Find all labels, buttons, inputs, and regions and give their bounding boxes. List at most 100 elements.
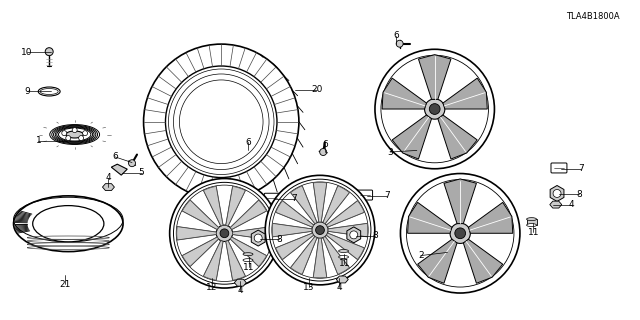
- Text: 8: 8: [577, 190, 582, 199]
- Text: 11: 11: [339, 260, 350, 268]
- Polygon shape: [337, 276, 348, 283]
- Circle shape: [143, 44, 299, 199]
- Circle shape: [455, 228, 465, 239]
- Circle shape: [220, 229, 228, 238]
- Polygon shape: [273, 223, 312, 237]
- Polygon shape: [328, 223, 367, 237]
- Ellipse shape: [40, 89, 58, 94]
- Circle shape: [375, 49, 495, 169]
- Text: 1: 1: [35, 136, 41, 145]
- Polygon shape: [463, 239, 502, 283]
- Text: 11: 11: [243, 262, 254, 272]
- Polygon shape: [276, 233, 314, 260]
- Polygon shape: [418, 239, 457, 283]
- Circle shape: [401, 173, 520, 293]
- Text: 20: 20: [311, 85, 323, 94]
- Text: 6: 6: [112, 152, 118, 161]
- Text: 6: 6: [245, 138, 251, 147]
- Text: 21: 21: [60, 280, 71, 289]
- Ellipse shape: [33, 206, 104, 242]
- Text: TLA4B1800A: TLA4B1800A: [566, 12, 620, 21]
- Polygon shape: [226, 186, 245, 226]
- Circle shape: [553, 189, 561, 197]
- Polygon shape: [550, 201, 562, 208]
- FancyBboxPatch shape: [356, 190, 372, 200]
- Ellipse shape: [243, 259, 253, 262]
- Circle shape: [62, 131, 67, 136]
- Circle shape: [129, 160, 136, 167]
- Circle shape: [79, 136, 84, 140]
- Circle shape: [320, 148, 326, 156]
- Polygon shape: [550, 186, 564, 201]
- Ellipse shape: [66, 131, 83, 138]
- Circle shape: [429, 104, 440, 114]
- Text: 8: 8: [372, 231, 378, 240]
- FancyBboxPatch shape: [551, 163, 567, 173]
- Circle shape: [216, 225, 232, 242]
- Circle shape: [424, 99, 445, 119]
- Circle shape: [450, 223, 470, 244]
- Text: 4: 4: [106, 173, 111, 182]
- Polygon shape: [347, 227, 361, 243]
- Polygon shape: [392, 115, 431, 159]
- Polygon shape: [291, 186, 317, 224]
- Text: 4: 4: [569, 200, 575, 209]
- Polygon shape: [226, 241, 245, 280]
- Polygon shape: [291, 236, 317, 274]
- Polygon shape: [468, 202, 513, 233]
- Polygon shape: [177, 227, 216, 240]
- Circle shape: [396, 40, 403, 47]
- Circle shape: [45, 48, 53, 56]
- Circle shape: [316, 226, 324, 235]
- Polygon shape: [111, 164, 127, 175]
- Circle shape: [166, 66, 277, 178]
- Circle shape: [72, 128, 77, 132]
- Text: 8: 8: [276, 235, 282, 244]
- Text: 4: 4: [237, 286, 243, 295]
- Text: 11: 11: [528, 228, 540, 237]
- Polygon shape: [232, 227, 272, 240]
- Polygon shape: [419, 55, 451, 100]
- Bar: [339, 251, 349, 257]
- Circle shape: [265, 175, 375, 285]
- Polygon shape: [326, 233, 364, 260]
- Ellipse shape: [527, 224, 536, 227]
- Polygon shape: [326, 201, 364, 227]
- Text: 13: 13: [303, 283, 314, 292]
- Circle shape: [66, 136, 71, 140]
- Ellipse shape: [243, 253, 253, 256]
- Ellipse shape: [13, 196, 123, 252]
- Text: 10: 10: [21, 48, 33, 57]
- Polygon shape: [276, 201, 314, 227]
- Polygon shape: [182, 200, 218, 229]
- Text: 12: 12: [206, 283, 218, 292]
- Polygon shape: [182, 237, 218, 266]
- Bar: [527, 219, 536, 225]
- Text: 6: 6: [322, 140, 328, 148]
- Circle shape: [312, 222, 328, 238]
- Text: 7: 7: [579, 164, 584, 173]
- Ellipse shape: [527, 218, 536, 220]
- Polygon shape: [438, 115, 477, 159]
- Polygon shape: [443, 78, 487, 109]
- Text: 2: 2: [418, 251, 424, 260]
- Polygon shape: [102, 184, 115, 190]
- Circle shape: [83, 131, 88, 136]
- Polygon shape: [252, 230, 265, 246]
- Polygon shape: [230, 200, 266, 229]
- Text: 3: 3: [387, 148, 393, 156]
- Bar: [243, 254, 253, 260]
- FancyBboxPatch shape: [264, 193, 280, 203]
- Circle shape: [350, 231, 358, 239]
- Ellipse shape: [339, 255, 349, 259]
- Polygon shape: [230, 237, 266, 266]
- Circle shape: [254, 234, 262, 242]
- Polygon shape: [323, 236, 349, 274]
- Text: 7: 7: [292, 194, 298, 204]
- Text: 7: 7: [384, 191, 390, 200]
- Polygon shape: [204, 241, 223, 280]
- Polygon shape: [444, 179, 476, 224]
- Text: 9: 9: [24, 87, 29, 96]
- Polygon shape: [314, 182, 326, 222]
- Text: 6: 6: [394, 31, 399, 40]
